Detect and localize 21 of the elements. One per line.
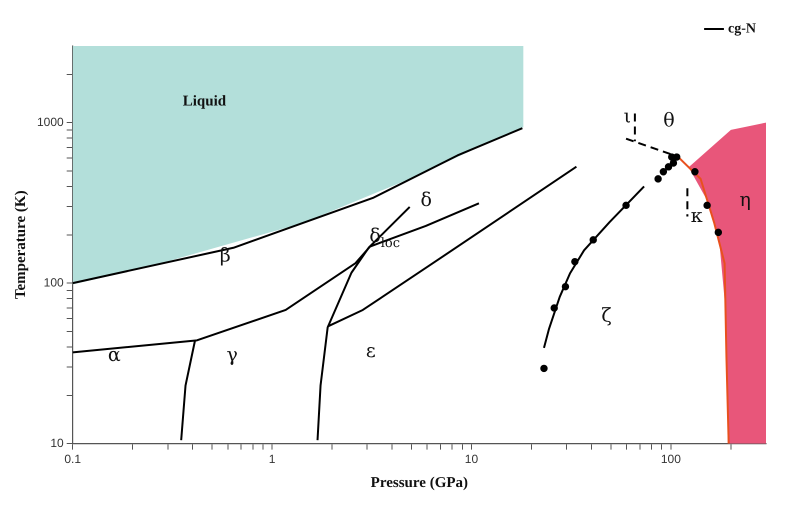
annotation: ζ bbox=[601, 304, 612, 326]
y-tick-label: 10 bbox=[50, 436, 64, 450]
x-axis-title: Pressure (GPa) bbox=[370, 474, 468, 491]
annotation: κ bbox=[690, 204, 703, 227]
x-tick-label: 100 bbox=[660, 452, 682, 466]
annotation: β bbox=[220, 244, 231, 267]
annotation: η bbox=[740, 189, 751, 211]
y-tick-label: 1000 bbox=[36, 114, 64, 129]
annotation: ι bbox=[624, 106, 632, 128]
x-tick-label: 10 bbox=[464, 452, 478, 466]
annotation: α bbox=[108, 344, 121, 366]
annotation: Liquid bbox=[182, 94, 227, 110]
annotation: ε bbox=[366, 340, 376, 362]
annotation: δ bbox=[420, 189, 432, 211]
y-tick-label: 100 bbox=[44, 275, 64, 290]
annotation: γ bbox=[226, 344, 238, 366]
x-tick-label: 1 bbox=[268, 452, 276, 466]
legend-label: cg-N bbox=[728, 22, 756, 37]
x-tick-label: 0.1 bbox=[64, 452, 82, 466]
annotation: θ bbox=[663, 109, 675, 132]
y-axis-title: Temperature (K) bbox=[12, 190, 29, 300]
